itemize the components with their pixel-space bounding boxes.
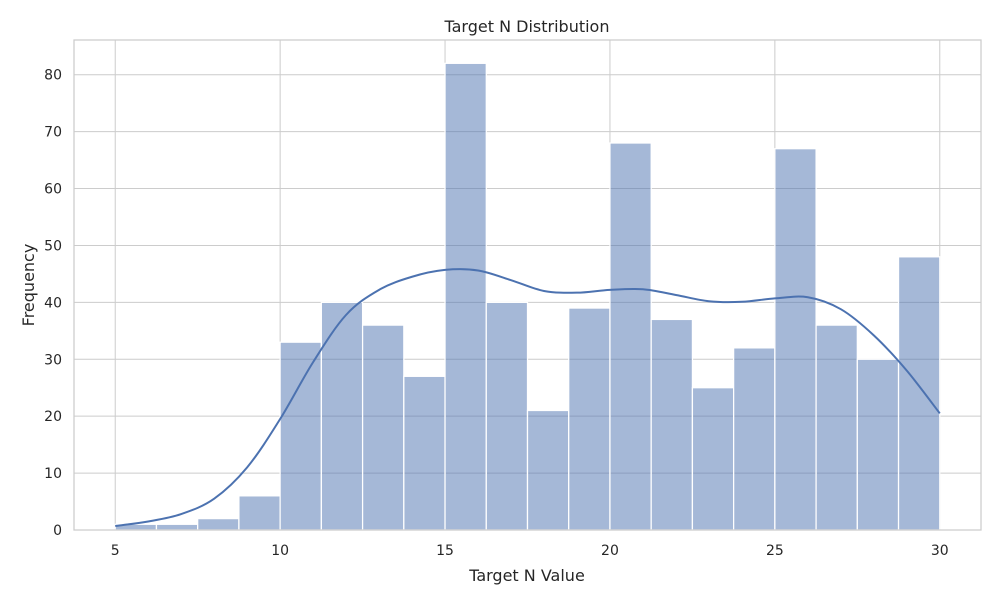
x-tick-labels: 5 10 15 20 25 30 [111, 543, 949, 559]
y-tick-label: 0 [53, 523, 62, 539]
histogram-bar [444, 62, 487, 531]
histogram-bar [197, 517, 240, 531]
y-tick-label: 50 [44, 238, 62, 254]
histogram-bar [568, 307, 611, 531]
x-tick-label: 15 [436, 543, 454, 559]
x-tick-label: 25 [766, 543, 784, 559]
y-tick-label: 60 [44, 182, 62, 198]
histogram-bar [774, 148, 817, 531]
y-axis-label: Frequency [19, 244, 38, 327]
y-tick-label: 80 [44, 68, 62, 84]
histogram-bar [897, 256, 941, 531]
y-tick-label: 10 [44, 466, 62, 482]
kde-curve [115, 268, 941, 528]
x-axis-label: Target N Value [468, 566, 585, 585]
histogram-bar [526, 409, 570, 531]
x-tick-label: 10 [271, 543, 289, 559]
histogram-bar [609, 142, 652, 531]
histogram-bar [361, 324, 405, 531]
chart-title: Target N Distribution [444, 17, 610, 36]
x-tick-label: 5 [111, 543, 120, 559]
x-tick-label: 30 [931, 543, 949, 559]
histogram-bar [238, 495, 281, 531]
histogram-bar [403, 375, 446, 531]
histogram-bar [650, 318, 694, 531]
y-tick-label: 30 [44, 352, 62, 368]
histogram-bar [155, 523, 199, 531]
y-tick-label: 70 [44, 125, 62, 141]
y-tick-label: 20 [44, 409, 62, 425]
histogram-bar [691, 387, 735, 531]
plot-frame [73, 39, 982, 531]
histogram-bar [815, 324, 858, 531]
y-tick-label: 40 [44, 295, 62, 311]
histogram-bars [114, 62, 941, 531]
x-tick-label: 20 [601, 543, 619, 559]
histogram-bar [856, 358, 900, 531]
histogram-bar [733, 347, 776, 531]
histogram-bar [279, 341, 322, 531]
y-tick-labels: 0 10 20 30 40 50 60 70 80 [44, 68, 62, 539]
histogram-bar [485, 301, 529, 531]
histogram-bar [320, 301, 364, 531]
